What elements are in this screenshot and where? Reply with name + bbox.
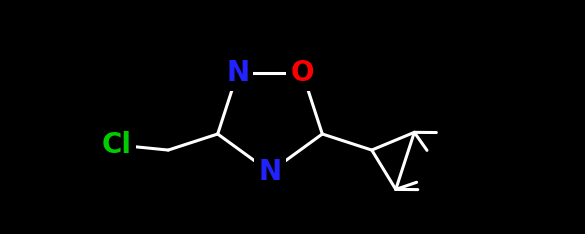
Text: N: N <box>226 58 249 87</box>
Text: N: N <box>259 158 281 186</box>
Text: Cl: Cl <box>101 131 132 159</box>
Text: O: O <box>291 58 314 87</box>
